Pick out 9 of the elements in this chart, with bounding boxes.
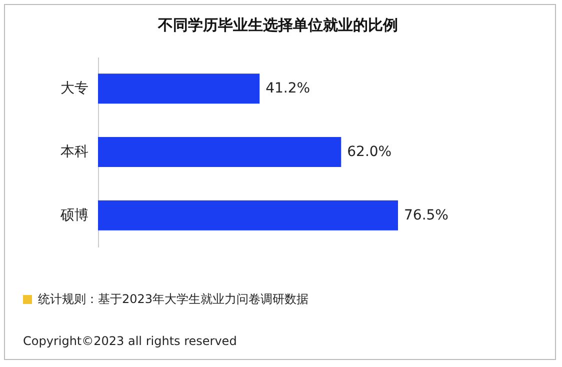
y-tick-label: 硕博 bbox=[60, 207, 88, 224]
data-label: 76.5% bbox=[404, 207, 448, 224]
y-tick-label: 本科 bbox=[60, 144, 88, 160]
y-tick-label: 大专 bbox=[60, 80, 88, 97]
text: Copyright©2023 all rights reserved bbox=[23, 334, 238, 348]
data-label: 62.0% bbox=[347, 144, 392, 160]
data-label: 41.2% bbox=[266, 80, 310, 97]
text: 统计规则：基于2023年大学生就业力问卷调研数据 bbox=[37, 291, 309, 308]
chart-title: 不同学历毕业生选择单位就业的比例 bbox=[157, 16, 398, 34]
